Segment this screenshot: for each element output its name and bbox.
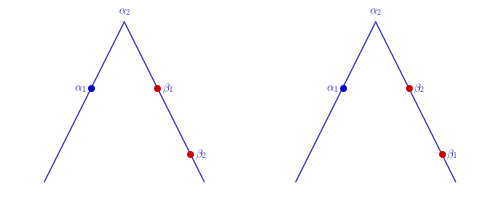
Text: $\alpha_1$: $\alpha_1$: [326, 82, 338, 94]
Text: $\beta_1$: $\beta_1$: [446, 147, 458, 161]
Text: $\beta_1$: $\beta_1$: [162, 81, 173, 95]
Text: $\alpha_2$: $\alpha_2$: [118, 6, 130, 18]
Text: $\beta_2$: $\beta_2$: [195, 147, 206, 161]
Text: $\beta_2$: $\beta_2$: [414, 81, 425, 95]
Text: $\alpha_1$: $\alpha_1$: [74, 82, 86, 94]
Text: $\alpha_2$: $\alpha_2$: [370, 6, 382, 18]
